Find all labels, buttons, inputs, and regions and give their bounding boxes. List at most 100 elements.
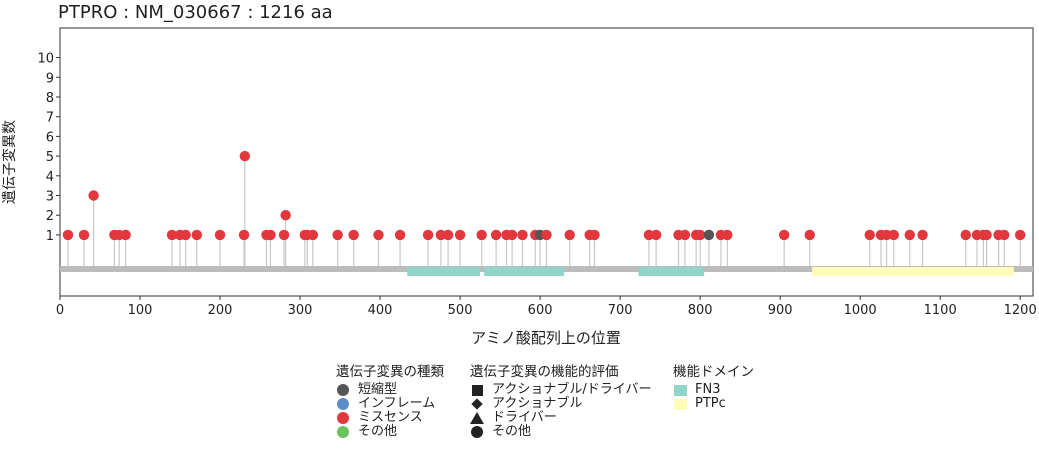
lollipop-head-missense — [679, 229, 691, 241]
lollipop-head-missense — [214, 229, 226, 241]
x-tick-label: 1100 — [924, 303, 957, 318]
lollipop-head-missense — [643, 229, 655, 241]
circle-icon — [336, 425, 350, 439]
lollipop-head-missense — [373, 229, 384, 241]
x-tick-label: 300 — [288, 303, 313, 318]
x-tick-label: 900 — [768, 303, 793, 318]
lollipop-head-missense — [541, 229, 552, 241]
domain-fn3 — [407, 267, 481, 276]
lollipop-head-missense — [265, 229, 276, 241]
y-tick-label: 7 — [46, 111, 54, 126]
legend-label: ミスセンス — [358, 410, 423, 425]
lollipop-head-missense — [476, 229, 487, 241]
y-tick-label: 3 — [46, 190, 54, 205]
lollipop-head-missense — [239, 150, 251, 162]
x-axis: 0 100 200 300 400 500 600 700 800 900 1000 1100 1200 — [56, 296, 1037, 318]
lollipop-head-missense — [394, 229, 406, 241]
legend-label: アクショナブル — [492, 396, 583, 411]
domain-fn3 — [484, 267, 565, 276]
y-tick-label: 5 — [46, 150, 54, 165]
lollipop-head-missense — [278, 229, 290, 241]
lollipop-head-missense — [917, 229, 928, 241]
x-tick-label: 400 — [368, 303, 393, 318]
lollipop-head-missense — [804, 229, 815, 241]
x-tick-label: 0 — [56, 303, 64, 318]
legend-label: その他 — [358, 424, 398, 439]
lollipop-head-missense — [1014, 229, 1026, 241]
legend-item-driver: ドライバー — [470, 411, 651, 425]
legend-item-missense: ミスセンス — [336, 411, 444, 425]
x-axis-label: アミノ酸配列上の位置 — [471, 329, 621, 347]
lollipop-head-missense — [348, 229, 359, 241]
square-icon — [470, 383, 484, 397]
lollipop-head-missense — [435, 229, 447, 241]
legend-title: 機能ドメイン — [673, 364, 754, 380]
lollipop-head-missense — [981, 229, 992, 241]
x-tick-label: 700 — [608, 303, 633, 318]
legend-item-truncating: 短縮型 — [336, 383, 444, 397]
legend-label: FN3 — [695, 382, 721, 397]
lollipop-head-missense — [517, 229, 528, 241]
lollipop-head-missense — [332, 229, 343, 241]
x-tick-label: 1000 — [844, 303, 877, 318]
legend-label: インフレーム — [358, 396, 436, 411]
lollipop-head-missense — [778, 229, 790, 241]
lollipop-head-missense — [881, 229, 892, 241]
domain-ptpc — [812, 267, 1014, 276]
y-tick-label: 2 — [46, 209, 54, 224]
diamond-icon — [470, 397, 484, 411]
lollipop-head-missense — [904, 229, 915, 241]
y-axis-label: 遺伝子変異数 — [1, 120, 18, 204]
lollipop-head-missense — [307, 229, 319, 241]
lollipop-head-missense — [166, 229, 178, 241]
x-tick-label: 500 — [448, 303, 473, 318]
lollipop-head-missense — [589, 229, 600, 241]
legend-label: 短縮型 — [358, 382, 398, 397]
lollipop-head-missense — [650, 229, 662, 241]
lollipop-head-missense — [62, 229, 74, 241]
legend-domain: 機能ドメイン FN3 PTPc — [673, 360, 754, 411]
y-tick-label: 1 — [46, 229, 54, 244]
legend-item-other: その他 — [336, 425, 444, 439]
lollipop-head-missense — [88, 190, 99, 201]
swatch-icon — [673, 383, 687, 397]
legend-label: ドライバー — [492, 410, 557, 425]
lollipop-head-missense — [694, 229, 706, 241]
lollipop-heads — [62, 150, 1026, 241]
legend-item-actionable: アクショナブル — [470, 397, 651, 411]
lollipop-head-missense — [78, 229, 90, 241]
legend-item-inframe: インフレーム — [336, 397, 444, 411]
domain-track — [407, 267, 1014, 276]
lollipop-head-missense — [490, 229, 502, 241]
lollipop-head-missense — [120, 229, 131, 241]
legend-label: アクショナブル/ドライバー — [492, 382, 652, 397]
y-tick-label: 4 — [46, 170, 54, 185]
y-axis: 1 2 3 4 5 6 7 8 9 10 — [37, 52, 60, 244]
lollipop-head-missense — [888, 229, 899, 241]
x-tick-label: 1200 — [1004, 303, 1037, 318]
lollipop-head-missense — [998, 229, 1010, 241]
lollipop-head-missense — [506, 229, 518, 241]
lollipop-head-missense — [422, 229, 434, 241]
legend-functional: 遺伝子変異の機能的評価 アクショナブル/ドライバー アクショナブル ドライバー … — [470, 360, 651, 439]
lollipop-head-missense — [564, 229, 575, 241]
circle-icon — [336, 411, 350, 425]
legend-title: 遺伝子変異の種類 — [336, 364, 444, 380]
legend-item-actionable-driver: アクショナブル/ドライバー — [470, 383, 651, 397]
legend-mutation-type: 遺伝子変異の種類 短縮型 インフレーム ミスセンス その他 — [336, 360, 444, 439]
lollipop-plot: 1 2 3 4 5 6 7 8 9 10 0 100 200 300 400 500 600 700 800 900… — [1, 27, 1037, 347]
lollipop-head-missense — [280, 210, 291, 221]
lollipop-head-missense — [864, 229, 875, 241]
lollipop-head-missense — [238, 229, 250, 241]
legend-title: 遺伝子変異の機能的評価 — [470, 364, 619, 380]
triangle-icon — [470, 411, 484, 425]
y-tick-label: 10 — [37, 52, 54, 67]
legend-item-functional-other: その他 — [470, 425, 651, 439]
lollipop-head-missense — [442, 229, 454, 241]
y-tick-label: 6 — [46, 130, 54, 145]
lollipop-head-missense — [722, 229, 733, 241]
domain-fn3 — [638, 267, 705, 276]
lollipop-head-missense — [960, 229, 971, 241]
legend-label: その他 — [492, 424, 532, 439]
legend-label: PTPc — [695, 396, 726, 411]
